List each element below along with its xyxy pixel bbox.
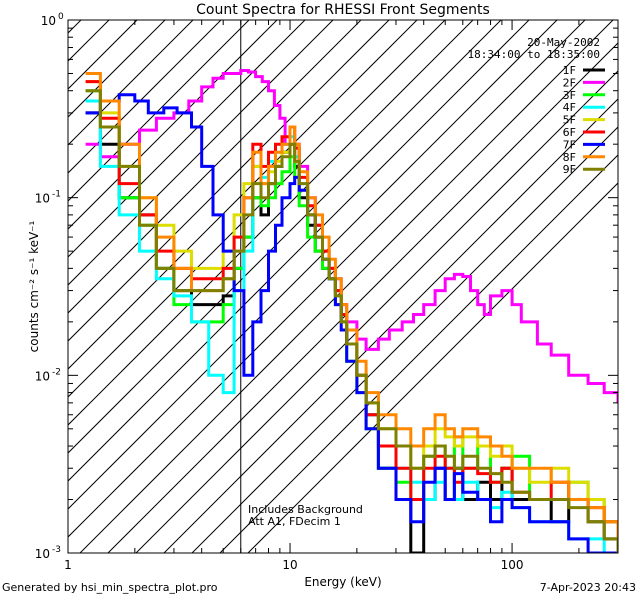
- series-9F-line: [85, 89, 618, 553]
- hatch-line: [68, 20, 250, 202]
- hatch-line: [247, 182, 618, 553]
- legend-label: 3F: [563, 89, 576, 102]
- legend-label: 2F: [563, 76, 576, 89]
- y-tick-exponent: -3: [52, 545, 61, 555]
- y-tick-label: 10 -2: [35, 367, 61, 383]
- hatch-line: [135, 70, 618, 553]
- hatch-line: [68, 20, 362, 314]
- hatch-line: [68, 20, 474, 426]
- hatch-line: [68, 20, 194, 146]
- footer-generator: Generated by hsi_min_spectra_plot.pro: [2, 581, 218, 594]
- hatch-line: [68, 20, 82, 34]
- plot-frame: [67, 19, 619, 554]
- y-tick-label: 10 -3: [35, 545, 61, 561]
- series-8F-line: [85, 72, 618, 539]
- x-tick-label: 100: [501, 558, 524, 572]
- hatch-line: [163, 98, 618, 553]
- chart-title: Count Spectra for RHESSI Front Segments: [196, 2, 490, 18]
- legend-label: 7F: [563, 138, 576, 151]
- legend-label: 1F: [563, 64, 576, 77]
- x-tick-label: 1: [64, 558, 72, 572]
- attenuator-annotation: Att A1, FDecim 1: [248, 515, 341, 528]
- background-annotation: Includes Background: [248, 503, 363, 516]
- hatch-line: [68, 20, 278, 230]
- y-tick-base: 10: [35, 192, 50, 206]
- axis-ticks: [67, 19, 619, 554]
- hatch-line: [68, 20, 446, 398]
- hatch-line: [107, 42, 618, 553]
- hatch-line: [68, 20, 166, 118]
- hatch-line: [68, 20, 530, 482]
- spectra-series: [85, 69, 618, 553]
- hatch-line: [68, 20, 586, 538]
- x-tick-label: 10: [282, 558, 297, 572]
- hatch-line: [68, 20, 222, 174]
- hatch-line: [68, 20, 502, 454]
- hatch-line: [79, 20, 614, 553]
- hatch-line: [68, 20, 558, 510]
- hatch-line: [191, 126, 618, 553]
- y-tick-base: 10: [35, 547, 50, 561]
- legend-label: 4F: [563, 101, 576, 114]
- date-label: 20-May-2002: [527, 36, 600, 49]
- hatch-line: [68, 20, 334, 286]
- x-axis-label: Energy (keV): [304, 575, 381, 589]
- legend-label: 6F: [563, 126, 576, 139]
- attenuator-hatched-region: [68, 20, 618, 553]
- legend-label: 8F: [563, 151, 576, 164]
- hatch-line: [68, 20, 418, 370]
- legend-label: 5F: [563, 114, 576, 127]
- x-tick-labels: 1 10 100: [64, 558, 523, 572]
- legend-label: 9F: [563, 163, 576, 176]
- series-3F-line: [85, 89, 618, 539]
- footer-timestamp: 7-Apr-2023 20:43: [539, 581, 636, 594]
- y-tick-exponent: -2: [52, 367, 61, 377]
- y-tick-label: 10 0: [41, 12, 64, 28]
- y-axis-label: counts cm⁻² s⁻¹ keV⁻¹: [27, 220, 41, 352]
- y-tick-base: 10: [41, 14, 56, 28]
- y-tick-exponent: 0: [58, 12, 64, 22]
- hatch-line: [68, 20, 306, 258]
- hatch-line: [68, 20, 390, 342]
- hatch-line: [219, 154, 618, 553]
- y-tick-label: 10 -1: [35, 190, 61, 206]
- y-tick-base: 10: [35, 369, 50, 383]
- time-range-label: 18:34:00 to 18:35:00: [468, 48, 600, 61]
- y-tick-exponent: -1: [52, 190, 61, 200]
